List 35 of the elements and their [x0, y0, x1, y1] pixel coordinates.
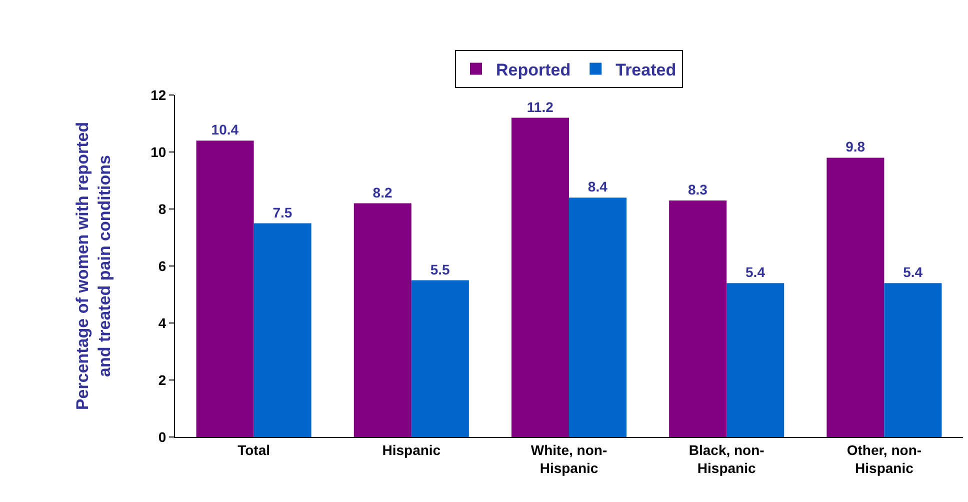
data-label: 7.5 [272, 204, 292, 220]
bar [726, 283, 784, 437]
data-label: 11.2 [526, 98, 554, 115]
x-tick-label: Hispanic [382, 442, 441, 458]
data-label: 5.4 [903, 264, 923, 280]
legend-label: Reported [496, 60, 571, 80]
bar [569, 198, 627, 437]
y-tick-label: 12 [150, 86, 166, 103]
y-tick-label: 2 [158, 372, 166, 388]
y-tick-label: 10 [150, 144, 166, 160]
x-tick-label: Other, non- Hispanic [846, 442, 922, 476]
data-label: 8.4 [588, 178, 608, 195]
data-label: 5.4 [746, 264, 766, 280]
x-tick-label: Total [238, 442, 270, 458]
bar [196, 140, 254, 437]
bar [511, 118, 569, 437]
data-label: 8.3 [688, 181, 708, 198]
y-tick-label: 6 [158, 258, 166, 274]
bar [826, 158, 884, 437]
x-tick-label: Black, non- Hispanic [688, 442, 765, 476]
bar [411, 280, 469, 437]
legend-label: Treated [616, 60, 676, 80]
x-tick-label: White, non- Hispanic [530, 442, 608, 476]
y-tick-label: 8 [158, 200, 166, 217]
data-label: 5.5 [430, 261, 450, 278]
bar [354, 203, 412, 437]
bar [254, 223, 312, 437]
y-axis-title: Percentage of women with reported and treated pain conditions [73, 122, 114, 410]
bar [669, 200, 727, 437]
y-tick-label: 4 [158, 314, 166, 331]
data-label: 8.2 [372, 184, 392, 200]
bar [884, 283, 942, 437]
data-label: 9.8 [846, 138, 866, 155]
data-label: 10.4 [211, 122, 239, 138]
y-tick-label: 0 [158, 428, 166, 445]
